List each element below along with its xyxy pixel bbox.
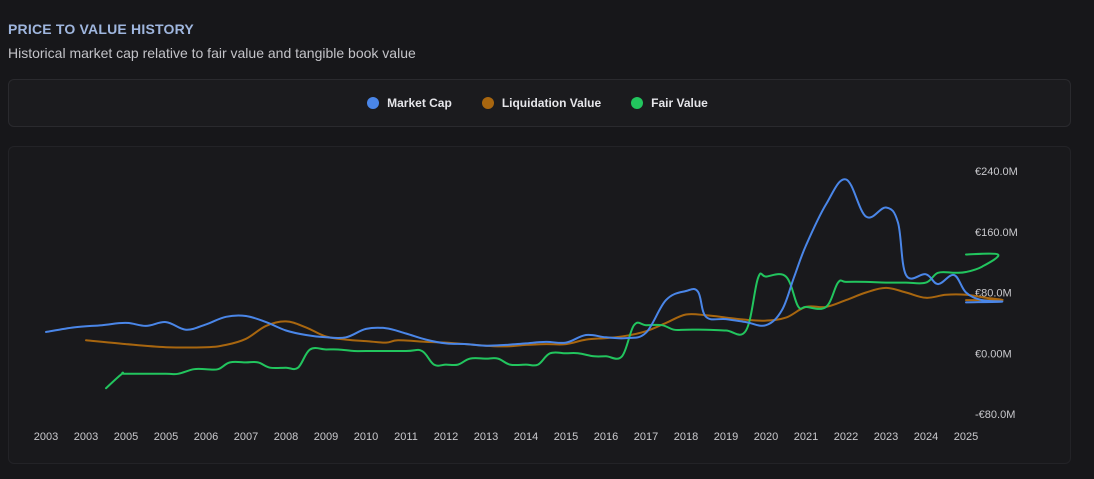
legend-label: Market Cap xyxy=(387,96,452,110)
x-tick-label: 2017 xyxy=(634,431,658,443)
line-chart: €240.0M €160.0M €80.0M €0.00M -€80.0M 2003 200… xyxy=(34,166,1018,443)
chart-legend: Market Cap Liquidation Value Fair Value xyxy=(8,79,1071,127)
x-tick-label: 2011 xyxy=(394,431,418,443)
page-title: PRICE TO VALUE HISTORY xyxy=(8,21,194,37)
market-cap-dot-icon xyxy=(367,97,380,109)
page-subtitle: Historical market cap relative to fair v… xyxy=(8,45,416,61)
x-tick-label: 2022 xyxy=(834,431,858,443)
x-tick-label: 2007 xyxy=(234,431,258,443)
y-tick-label: €160.0M xyxy=(975,227,1018,239)
series-line-liquidation-value[interactable] xyxy=(85,286,1004,349)
x-tick-label: 2010 xyxy=(354,431,378,443)
x-tick-label: 2005 xyxy=(154,431,178,443)
x-tick-label: 2012 xyxy=(434,431,458,443)
fair-value-dot-icon xyxy=(631,97,644,109)
x-tick-label: 2021 xyxy=(794,431,818,443)
x-tick-label: 2005 xyxy=(114,431,138,443)
x-tick-label: 2015 xyxy=(554,431,578,443)
x-tick-label: 2016 xyxy=(594,431,618,443)
x-tick-label: 2023 xyxy=(874,431,898,443)
y-tick-label: €0.00M xyxy=(975,348,1012,360)
x-tick-label: 2018 xyxy=(674,431,698,443)
x-tick-label: 2025 xyxy=(954,431,978,443)
x-tick-label: 2003 xyxy=(34,431,58,443)
series-line-fair-value[interactable] xyxy=(105,252,1000,390)
legend-item-market-cap[interactable]: Market Cap xyxy=(367,96,452,110)
legend-item-liquidation-value[interactable]: Liquidation Value xyxy=(481,96,602,110)
x-tick-label: 2019 xyxy=(714,431,738,443)
x-tick-label: 2013 xyxy=(474,431,498,443)
x-tick-label: 2014 xyxy=(514,431,538,443)
x-tick-label: 2009 xyxy=(314,431,338,443)
legend-label: Liquidation Value xyxy=(501,96,602,110)
x-tick-label: 2008 xyxy=(274,431,298,443)
legend-item-fair-value[interactable]: Fair Value xyxy=(631,96,708,110)
y-tick-label: €80.0M xyxy=(975,288,1012,300)
chart-panel: €240.0M €160.0M €80.0M €0.00M -€80.0M 2003 200… xyxy=(8,146,1071,464)
x-tick-label: 2024 xyxy=(914,431,938,443)
y-tick-label: €240.0M xyxy=(975,166,1018,178)
legend-label: Fair Value xyxy=(651,96,708,110)
y-tick-label: -€80.0M xyxy=(975,409,1015,421)
liquidation-value-dot-icon xyxy=(481,97,494,109)
x-tick-label: 2003 xyxy=(74,431,98,443)
series-line-market-cap[interactable] xyxy=(45,178,1004,347)
x-tick-label: 2020 xyxy=(754,431,778,443)
x-tick-label: 2006 xyxy=(194,431,218,443)
